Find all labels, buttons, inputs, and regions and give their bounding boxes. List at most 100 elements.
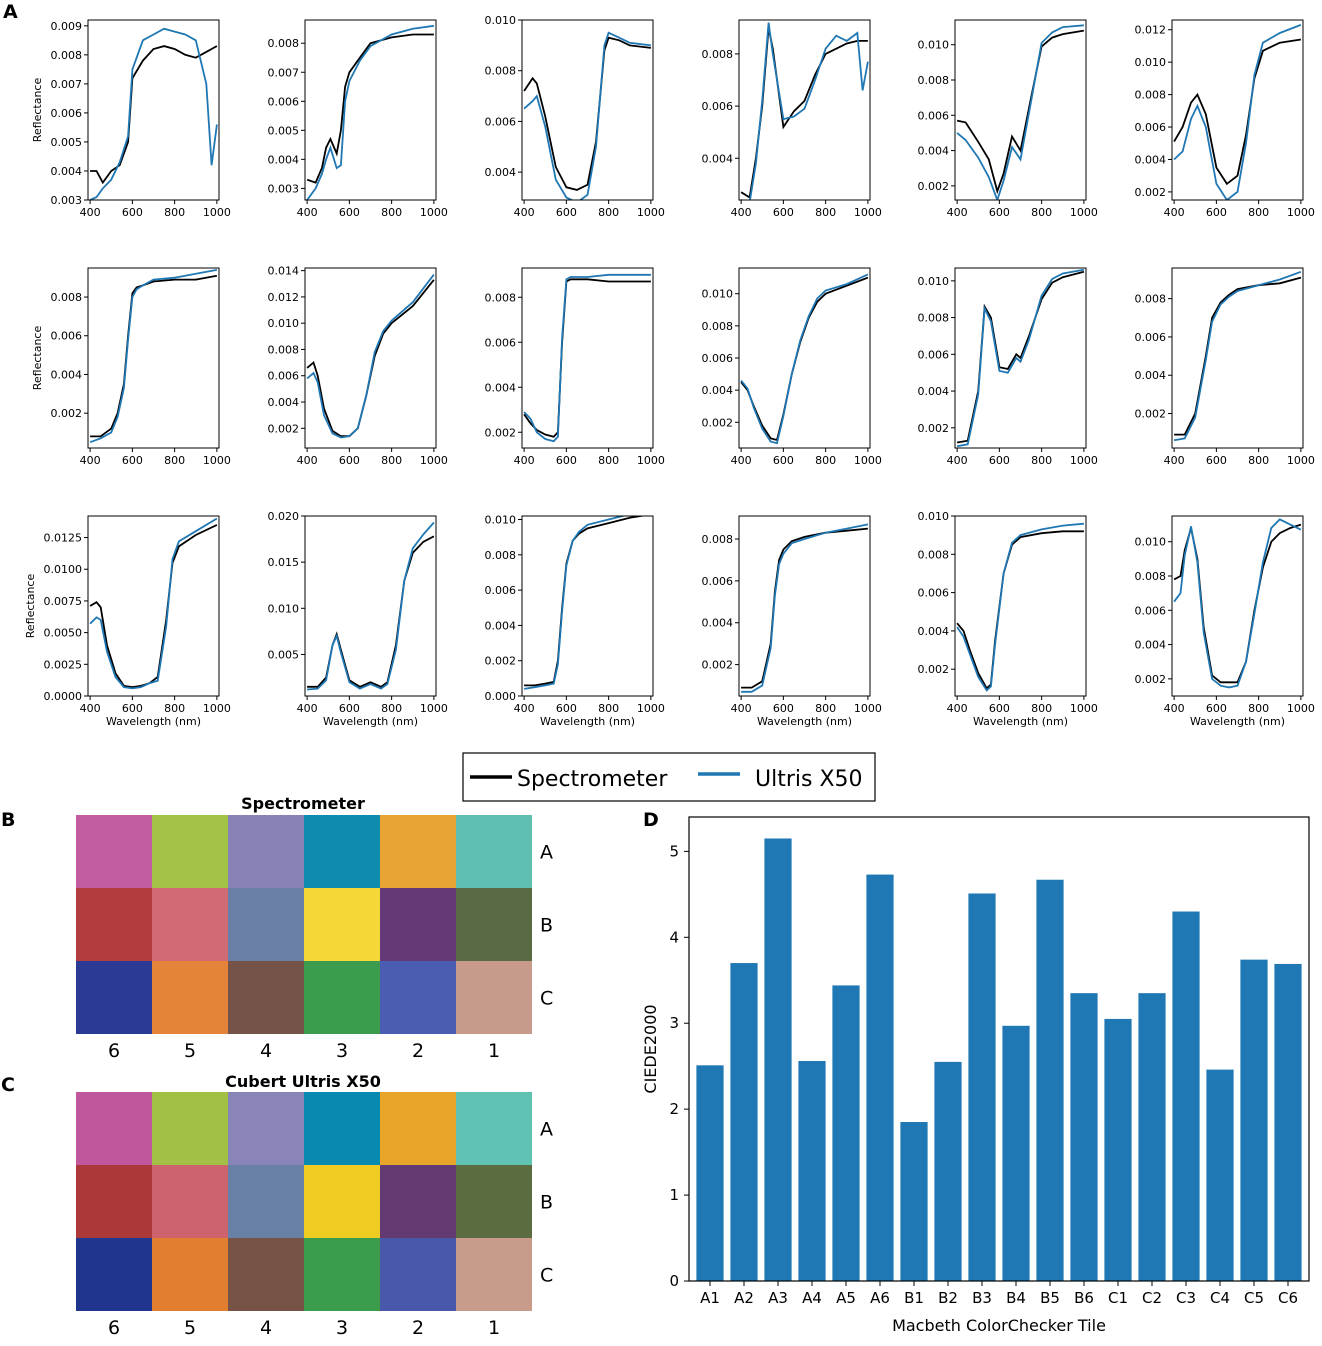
- x-tick-label: 600: [122, 702, 143, 715]
- color-patch-B1: [456, 1165, 532, 1238]
- panel-a-spectra-grid: 400 600 800 1000 0.003 0.004 0.005 0.006 0.007 0.…: [24, 14, 1315, 728]
- axes-frame: [1171, 515, 1304, 697]
- color-patch-C1: [456, 1238, 532, 1311]
- color-patch-A1: [456, 1092, 532, 1165]
- y-tick-label: 0.003: [51, 194, 83, 207]
- y-tick-label: 0.004: [702, 384, 734, 397]
- bar-C1: [1104, 1018, 1132, 1281]
- y-tick-label: 0.008: [485, 65, 517, 78]
- x-tick-label: 600: [989, 454, 1010, 467]
- y-tick-label: 0.008: [268, 343, 300, 356]
- x-tick-label: 400: [297, 702, 318, 715]
- x-tick-label: A4: [802, 1289, 822, 1307]
- y-tick-label: 0.002: [268, 422, 300, 435]
- y-tick-label: 0.010: [918, 510, 950, 523]
- bar-A6: [866, 874, 894, 1281]
- color-patch-B5: [152, 1165, 228, 1238]
- y-tick-label: 0.009: [51, 20, 83, 33]
- y-tick-label: 0.008: [1135, 293, 1167, 306]
- row-label: B: [540, 1192, 553, 1214]
- x-tick-label: 800: [598, 206, 619, 219]
- column-label: 4: [260, 1040, 272, 1062]
- x-axis-label: Wavelength (nm): [106, 715, 201, 728]
- x-tick-label: 1000: [420, 206, 448, 219]
- y-tick-label: 0.006: [918, 348, 950, 361]
- y-tick-label: 0.004: [51, 165, 83, 178]
- y-tick-label: 0.002: [1135, 186, 1167, 199]
- spectrum-subplot-13: 400 600 800 1000 0.0000 0.0025 0.0050 0.0075 0.0…: [24, 515, 231, 728]
- series-line-spectrometer: [956, 530, 1084, 690]
- series-line-spectrometer: [306, 279, 435, 438]
- spectrum-subplot-7: 400 600 800 1000 0.002 0.004 0.006 0.008 Reflect…: [31, 267, 231, 467]
- x-tick-label: 600: [556, 206, 577, 219]
- y-tick-label: 3: [669, 1014, 679, 1032]
- y-tick-label: 0.014: [268, 265, 300, 278]
- axes-frame: [954, 515, 1087, 697]
- row-label: A: [540, 1119, 553, 1141]
- y-tick-label: 0.010: [268, 602, 300, 615]
- series-line-spectrometer: [1173, 523, 1302, 684]
- color-patch-A6: [76, 1092, 152, 1165]
- spectrum-subplot-14: 400 600 800 1000 0.005 0.010 0.015 0.020 Wavelen…: [268, 510, 448, 728]
- y-axis-label: CIEDE2000: [641, 1004, 660, 1093]
- x-tick-label: 400: [514, 206, 535, 219]
- column-label: 6: [108, 1040, 120, 1062]
- color-patch-A4: [228, 815, 304, 888]
- y-tick-label: 0.004: [1135, 639, 1167, 652]
- x-axis-label: Wavelength (nm): [540, 715, 635, 728]
- y-tick-label: 0.006: [1135, 331, 1167, 344]
- x-tick-label: C6: [1278, 1289, 1298, 1307]
- series-line-ultris: [523, 273, 651, 443]
- color-patch-A5: [152, 1092, 228, 1165]
- spectrum-subplot-17: 400 600 800 1000 0.002 0.004 0.006 0.008 0.010 Wa…: [918, 510, 1098, 728]
- axes-frame: [87, 267, 220, 449]
- x-tick-label: 600: [339, 454, 360, 467]
- y-tick-label: 0.004: [268, 153, 300, 166]
- x-tick-label: 1000: [203, 702, 231, 715]
- panel-d-ciede2000-bar-chart: A1 A2 A3 A4 A5 A6 B1 B2 B3 B4 B5 B6 C1 C2 C3 C4 C5 C6 0 1 2 3…: [641, 816, 1310, 1335]
- x-tick-label: 1000: [1070, 206, 1098, 219]
- y-tick-label: 0.006: [918, 587, 950, 600]
- x-tick-label: 400: [297, 206, 318, 219]
- x-tick-label: 800: [815, 454, 836, 467]
- x-tick-label: 800: [815, 206, 836, 219]
- y-tick-label: 0.006: [485, 336, 517, 349]
- color-patch-C3: [304, 961, 380, 1034]
- axes-frame: [1171, 19, 1304, 201]
- x-tick-label: 800: [381, 454, 402, 467]
- x-tick-label: 1000: [854, 454, 882, 467]
- series-line-ultris: [956, 24, 1084, 200]
- x-tick-label: 800: [1031, 702, 1052, 715]
- color-patch-C5: [152, 961, 228, 1034]
- color-patch-A5: [152, 815, 228, 888]
- x-axis-label: Macbeth ColorChecker Tile: [892, 1316, 1106, 1335]
- panel-b-spectrometer-grid: Spectrometer A B C 6 5 4 3 2 1: [76, 794, 553, 1062]
- x-tick-label: 600: [773, 454, 794, 467]
- x-tick-label: 400: [514, 454, 535, 467]
- x-axis-label: Wavelength (nm): [973, 715, 1068, 728]
- color-patch-C4: [228, 961, 304, 1034]
- color-patch-B2: [380, 1165, 456, 1238]
- spectrum-subplot-4: 400 600 800 1000 0.004 0.006 0.008: [702, 19, 882, 219]
- spectrum-subplot-3: 400 600 800 1000 0.004 0.006 0.008 0.010: [485, 14, 665, 219]
- y-tick-label: 0.010: [268, 317, 300, 330]
- series-line-spectrometer: [306, 33, 434, 184]
- y-tick-label: 0.020: [268, 510, 300, 523]
- axes-frame: [521, 515, 654, 697]
- series-line-ultris: [956, 522, 1084, 692]
- y-tick-label: 0.006: [268, 95, 300, 108]
- axes-frame: [954, 267, 1087, 449]
- y-tick-label: 0.002: [918, 422, 950, 435]
- x-tick-label: 600: [556, 454, 577, 467]
- x-tick-label: 600: [989, 206, 1010, 219]
- y-tick-label: 0.006: [51, 330, 83, 343]
- x-tick-label: 1000: [637, 454, 665, 467]
- y-tick-label: 0.012: [1135, 24, 1167, 37]
- color-patch-C1: [456, 961, 532, 1034]
- x-tick-label: 400: [1164, 702, 1185, 715]
- grid-title: Cubert Ultris X50: [225, 1072, 381, 1091]
- y-tick-label: 0.002: [702, 659, 734, 672]
- x-tick-label: 1000: [637, 206, 665, 219]
- y-tick-label: 0.010: [1135, 56, 1167, 69]
- color-patch-C2: [380, 1238, 456, 1311]
